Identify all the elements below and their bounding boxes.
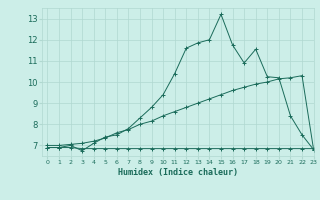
X-axis label: Humidex (Indice chaleur): Humidex (Indice chaleur) [118, 168, 237, 177]
